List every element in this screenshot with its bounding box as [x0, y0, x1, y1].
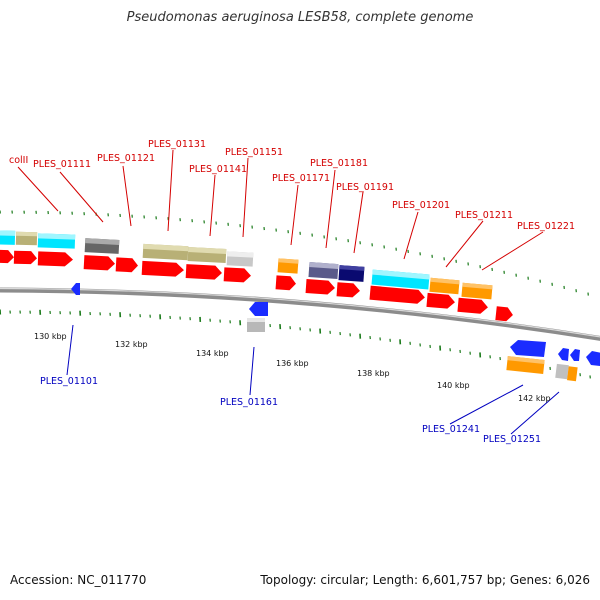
cds-arrow[interactable] — [13, 250, 37, 265]
gene-label[interactable]: PLES_01131 — [148, 139, 206, 150]
reverse-cds-arrow[interactable] — [586, 351, 600, 366]
cds-arrow[interactable] — [369, 285, 425, 305]
feature-box[interactable] — [429, 277, 460, 295]
scale-label: 136 kbp — [276, 359, 309, 368]
feature-box[interactable] — [338, 265, 365, 282]
gene-label[interactable]: PLES_01121 — [97, 153, 155, 164]
cds-arrow[interactable] — [115, 257, 139, 273]
gene-label[interactable]: colII — [9, 155, 28, 166]
feature-box[interactable] — [37, 233, 76, 249]
scale-label: 130 kbp — [34, 332, 67, 341]
cds-arrow[interactable] — [457, 297, 488, 315]
gene-label[interactable]: PLES_01191 — [336, 182, 394, 193]
gene-label[interactable]: PLES_01241 — [422, 424, 480, 435]
gene-label[interactable]: PLES_01101 — [40, 376, 98, 387]
feature-box[interactable] — [15, 231, 38, 246]
gene-label[interactable]: PLES_01161 — [220, 397, 278, 408]
reverse-feature-box[interactable] — [247, 318, 265, 332]
gene-label[interactable]: PLES_01171 — [272, 173, 330, 184]
gene-labels-top: colII PLES_01111 PLES_01121 PLES_01131 P… — [9, 139, 575, 232]
gene-label[interactable]: PLES_01251 — [483, 434, 541, 445]
cds-arrow[interactable] — [223, 267, 252, 283]
feature-box[interactable] — [308, 262, 339, 280]
label-leaders-bottom — [66, 324, 560, 435]
cds-arrow[interactable] — [0, 249, 14, 264]
reverse-cds-arrow[interactable] — [71, 283, 80, 295]
feature-box[interactable] — [0, 230, 16, 245]
gene-label[interactable]: PLES_01111 — [33, 159, 91, 170]
scale-label: 142 kbp — [518, 394, 551, 403]
tick-marks — [0, 210, 591, 379]
feature-track-outer — [0, 230, 493, 300]
gene-labels-bottom: PLES_01101 PLES_01161 PLES_01241 PLES_01… — [40, 376, 541, 445]
scale-label: 132 kbp — [115, 340, 148, 349]
cds-arrow[interactable] — [305, 279, 336, 295]
scale-label: 134 kbp — [196, 349, 229, 358]
feature-box[interactable] — [84, 238, 120, 254]
gene-label[interactable]: PLES_01181 — [310, 158, 368, 169]
feature-box[interactable] — [461, 282, 493, 300]
gene-label[interactable]: PLES_01141 — [189, 164, 247, 175]
reverse-cds-arrow[interactable] — [558, 348, 569, 361]
gene-label[interactable]: PLES_01221 — [517, 221, 575, 232]
feature-box[interactable] — [226, 251, 254, 267]
feature-box[interactable] — [371, 269, 430, 290]
feature-box[interactable] — [142, 243, 189, 261]
reverse-feature-box[interactable] — [555, 363, 578, 382]
map-title: Pseudomonas aeruginosa LESB58, complete … — [126, 10, 474, 25]
reverse-cds-arrow[interactable] — [510, 340, 546, 357]
cds-track — [0, 249, 513, 322]
genome-summary: Topology: circular; Length: 6,601,757 bp… — [260, 573, 590, 587]
cds-arrow[interactable] — [275, 275, 297, 291]
reverse-feature-box[interactable] — [506, 356, 545, 374]
cds-arrow[interactable] — [426, 292, 455, 309]
cds-arrow[interactable] — [37, 251, 73, 267]
cds-arrow[interactable] — [185, 264, 223, 280]
reverse-cds-arrow[interactable] — [249, 302, 268, 316]
scale-label: 140 kbp — [437, 381, 470, 390]
reverse-strand-track — [71, 283, 600, 382]
scale-label: 138 kbp — [357, 369, 390, 378]
reverse-cds-arrow[interactable] — [570, 349, 580, 361]
accession-text: Accession: NC_011770 — [10, 573, 147, 587]
scale-labels: 130 kbp 132 kbp 134 kbp 136 kbp 138 kbp … — [34, 332, 551, 403]
cds-arrow[interactable] — [83, 255, 116, 271]
feature-box[interactable] — [187, 247, 227, 263]
cds-arrow[interactable] — [336, 282, 361, 298]
cds-arrow[interactable] — [495, 306, 513, 322]
gene-label[interactable]: PLES_01211 — [455, 210, 513, 221]
gene-label[interactable]: PLES_01201 — [392, 200, 450, 211]
gene-label[interactable]: PLES_01151 — [225, 147, 283, 158]
feature-box[interactable] — [277, 258, 299, 274]
cds-arrow[interactable] — [141, 260, 185, 277]
label-leaders-top — [17, 149, 544, 271]
